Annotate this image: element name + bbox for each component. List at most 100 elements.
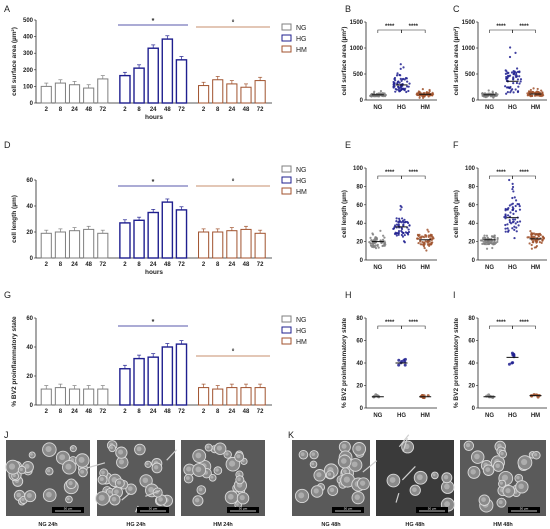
data-point xyxy=(431,91,434,94)
cell-nucleus xyxy=(71,446,74,450)
data-point xyxy=(402,66,405,69)
bar xyxy=(161,38,174,104)
x-tick-label: HG xyxy=(508,413,517,419)
legend-label: HM xyxy=(296,189,307,196)
panel-F: F 0 20 40 60 80 100 cell length (µm) NG HG HM **** *… xyxy=(453,140,547,271)
data-point xyxy=(403,241,406,244)
data-point xyxy=(516,90,520,94)
cell-nucleus xyxy=(444,501,450,507)
cell-nucleus xyxy=(412,487,417,493)
data-point xyxy=(512,353,516,357)
data-point xyxy=(370,244,373,247)
data-point xyxy=(532,87,535,90)
data-point xyxy=(512,78,515,81)
data-point xyxy=(427,91,431,94)
x-tick-label: 24 xyxy=(229,107,236,113)
cell-nucleus xyxy=(227,493,234,500)
cell-nucleus xyxy=(116,480,122,485)
significance-mark: **** xyxy=(519,320,529,326)
data-point xyxy=(407,233,410,236)
legend-swatch xyxy=(281,23,292,31)
bar xyxy=(175,343,188,406)
panel-H: H 0 20 40 60 80 % BV2 proinflammatory state NG H… xyxy=(341,290,437,419)
data-point xyxy=(514,204,517,208)
data-point xyxy=(517,224,520,227)
significance-bracket xyxy=(377,29,402,33)
data-point xyxy=(393,77,396,81)
data-point xyxy=(493,94,496,98)
data-point xyxy=(383,94,387,97)
data-point xyxy=(369,242,372,245)
data-point xyxy=(407,228,410,231)
data-point xyxy=(377,92,380,95)
data-point xyxy=(510,89,513,92)
cell-nucleus xyxy=(237,472,241,476)
bar xyxy=(119,222,131,259)
process xyxy=(398,434,410,448)
data-point xyxy=(510,351,514,355)
data-point xyxy=(491,90,494,93)
data-point xyxy=(512,207,515,210)
data-point xyxy=(403,89,406,92)
cell-nucleus xyxy=(99,477,104,482)
process xyxy=(395,492,400,503)
x-tick-label: 8 xyxy=(216,409,220,415)
x-tick-label: 48 xyxy=(243,409,250,415)
y-tick-label: 80 xyxy=(468,316,475,322)
x-tick-label: 8 xyxy=(216,107,220,113)
data-point xyxy=(509,211,512,214)
data-point xyxy=(510,71,514,74)
x-tick-label: 48 xyxy=(85,107,92,113)
cell-nucleus xyxy=(12,473,16,478)
data-point xyxy=(374,247,378,250)
x-tick-label: 2 xyxy=(202,262,206,268)
x-tick-label: 72 xyxy=(178,409,185,415)
cell-nucleus xyxy=(216,445,222,451)
data-point xyxy=(504,209,507,212)
data-point xyxy=(374,244,377,247)
data-point xyxy=(407,89,410,93)
bar xyxy=(254,80,266,104)
cell-nucleus xyxy=(236,454,241,459)
y-tick-label: 1000 xyxy=(350,46,364,52)
data-point xyxy=(407,85,410,88)
y-tick-label: 0 xyxy=(360,98,364,104)
data-point xyxy=(514,199,518,202)
x-tick-label: 48 xyxy=(85,409,92,415)
data-point xyxy=(396,85,400,88)
data-point xyxy=(508,221,512,224)
cell-nucleus xyxy=(520,458,528,466)
process xyxy=(362,460,378,473)
data-point xyxy=(432,237,435,240)
cell-nucleus xyxy=(80,469,85,474)
x-tick-label: 8 xyxy=(137,409,141,415)
data-point xyxy=(405,90,408,94)
significance-bracket xyxy=(377,175,402,179)
y-axis-label: cell surface area (µm²) xyxy=(341,27,348,96)
data-point xyxy=(399,208,402,211)
y-tick-label: 40 xyxy=(468,221,475,227)
x-tick-label: 24 xyxy=(150,107,157,113)
data-point xyxy=(397,233,400,236)
data-point xyxy=(496,240,499,243)
y-tick-label: 20 xyxy=(26,374,33,380)
cell-nucleus xyxy=(498,500,503,505)
significance-mark: **** xyxy=(409,24,419,30)
data-point xyxy=(529,88,532,92)
data-point xyxy=(532,239,535,243)
bar xyxy=(240,228,252,259)
y-tick-label: 100 xyxy=(465,166,476,172)
data-point xyxy=(516,78,520,81)
micrograph-2: 50 µm HG 24h xyxy=(86,440,177,528)
cell-nucleus xyxy=(329,487,335,493)
data-point xyxy=(529,230,532,233)
data-point xyxy=(487,393,491,397)
cell-nucleus xyxy=(195,452,202,459)
y-tick-label: 40 xyxy=(356,221,363,227)
cell-nucleus xyxy=(470,469,476,475)
data-point xyxy=(531,232,534,236)
data-point xyxy=(518,220,522,223)
data-point xyxy=(513,196,516,199)
data-point xyxy=(536,87,539,91)
cell-nucleus xyxy=(316,472,322,478)
